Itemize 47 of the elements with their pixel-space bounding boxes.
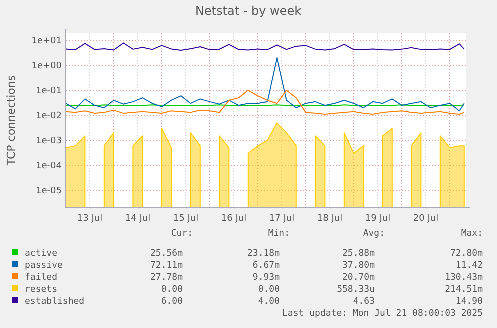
legend-label: resets — [25, 285, 58, 295]
text: Max: — [461, 229, 483, 239]
x-tick-label: 14 Jul — [125, 214, 151, 224]
text: 6.67m — [252, 261, 280, 271]
legend-label: failed — [25, 273, 58, 283]
y-tick-label: 1e-04 — [36, 162, 62, 172]
text: 558.33u — [337, 285, 375, 295]
text: 20.70m — [342, 273, 375, 283]
x-tick-label: 17 Jul — [269, 214, 295, 224]
legend-label: active — [25, 249, 58, 259]
x-tick-label: 20 Jul — [413, 214, 439, 224]
text: 4.00 — [258, 297, 280, 307]
text: 14.90 — [456, 297, 483, 307]
text: 6.00 — [161, 297, 183, 307]
y-tick-label: 1e+00 — [32, 62, 62, 72]
text: 9.93m — [252, 273, 280, 283]
text: 25.88m — [342, 249, 375, 259]
text: 0.00 — [258, 285, 280, 295]
text: 27.78m — [150, 273, 183, 283]
text: Avg: — [363, 229, 385, 239]
y-tick-label: 1e-03 — [36, 136, 62, 147]
y-tick-label: 1e-05 — [36, 186, 62, 197]
text: 130.43m — [445, 273, 483, 283]
y-axis-title: TCP connections — [5, 75, 18, 167]
x-tick-label: 13 Jul — [77, 214, 103, 224]
legend-label: established — [25, 297, 85, 307]
text: 11.42 — [456, 261, 483, 271]
x-tick-label: 16 Jul — [221, 214, 247, 224]
x-tick-label: 15 Jul — [173, 214, 199, 224]
text: Last update: Mon Jul 21 08:00:03 2025 — [282, 309, 483, 319]
text: 214.51m — [445, 285, 483, 295]
y-tick-label: 1e-02 — [36, 112, 62, 122]
text: 37.80m — [342, 261, 375, 271]
legend-label: passive — [25, 261, 63, 271]
x-tick-label: 18 Jul — [317, 214, 343, 224]
x-tick-label: 19 Jul — [365, 214, 391, 224]
text: 4.63 — [353, 297, 375, 307]
text: 72.11m — [150, 261, 183, 271]
text: 23.18m — [247, 249, 280, 259]
y-tick-label: 1e+01 — [32, 36, 62, 47]
text: Cur: — [171, 229, 193, 239]
text: Min: — [268, 229, 290, 239]
text: 72.80m — [450, 249, 483, 259]
text: 25.56m — [150, 249, 183, 259]
y-tick-label: 1e-01 — [36, 86, 62, 97]
chart-title: Netstat - by week — [195, 4, 302, 18]
text: 0.00 — [161, 285, 183, 295]
